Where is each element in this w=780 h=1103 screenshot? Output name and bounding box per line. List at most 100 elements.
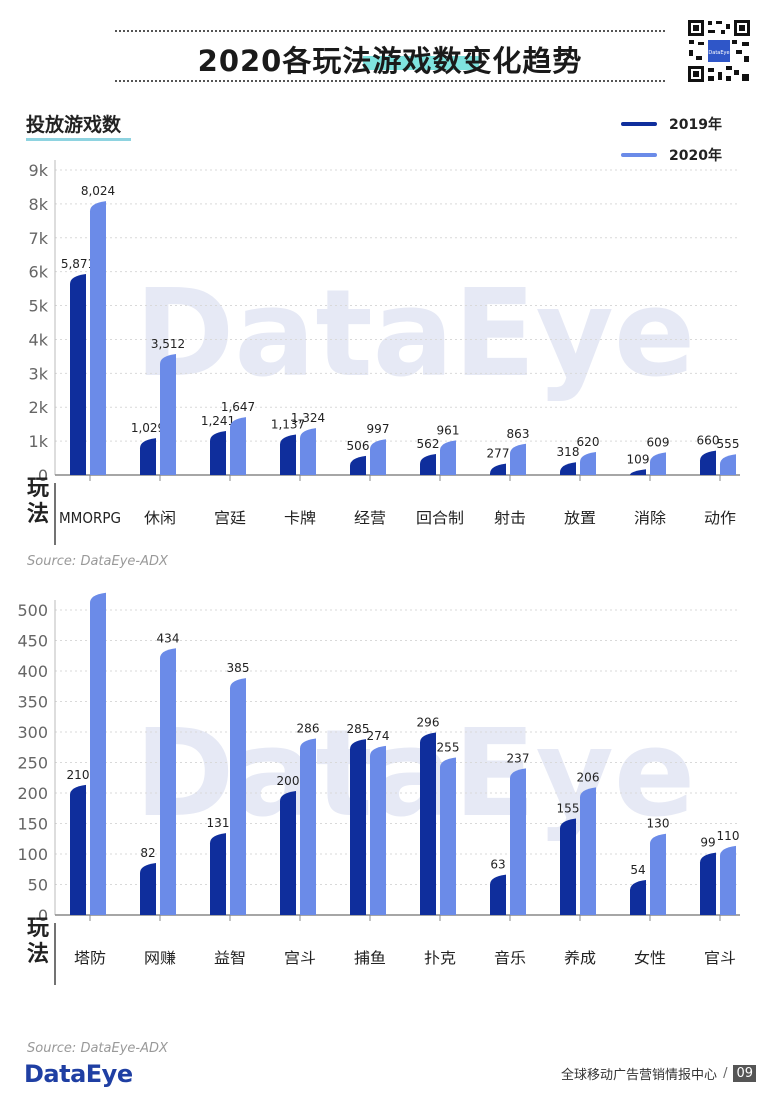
x-tick-label: MMORPG [59, 509, 121, 527]
x-axis-title: 玩法 [27, 916, 49, 967]
bar-2020 [90, 592, 106, 915]
svg-text:DataEye: DataEye [708, 50, 729, 56]
footer-center-name: 全球移动广告营销情报中心 [561, 1068, 718, 1083]
y-tick-label: 0 [38, 466, 48, 485]
title-block: 2020各玩法游戏数变化趋势 [115, 30, 665, 82]
x-tick-label: 养成 [564, 949, 596, 967]
page-title: 2020各玩法游戏数变化趋势 [197, 44, 583, 78]
bar-2020 [300, 428, 316, 475]
y-tick-label: 2k [29, 398, 49, 417]
y-tick-label: 1k [29, 432, 49, 451]
y-tick-label: 200 [17, 784, 48, 803]
y-tick-label: 150 [17, 815, 48, 834]
x-tick-label: 益智 [214, 949, 246, 967]
x-axis-title-char: 玩 [27, 916, 49, 941]
data-label: 1,647 [221, 400, 255, 414]
section-title-underline [26, 138, 131, 141]
bar-2020 [580, 451, 596, 475]
bar-2020 [230, 678, 246, 915]
x-tick-label: 休闲 [144, 509, 176, 527]
bar-2020 [510, 768, 526, 915]
y-tick-label: 100 [17, 845, 48, 864]
bar-2019 [210, 430, 226, 475]
bar-2020 [160, 648, 176, 915]
y-tick-label: 400 [17, 662, 48, 681]
data-label: 82 [140, 846, 155, 860]
data-label: 296 [417, 715, 440, 729]
data-label: 210 [67, 768, 90, 782]
data-label: 255 [437, 740, 460, 754]
y-tick-label: 6k [29, 263, 49, 282]
bar-2020 [650, 452, 666, 475]
x-axis-title-char: 玩 [27, 476, 49, 501]
y-tick-label: 500 [17, 601, 48, 620]
data-label: 54 [630, 863, 645, 877]
x-tick-label: 动作 [704, 509, 736, 527]
bar-2019 [350, 739, 366, 915]
x-tick-label: 回合制 [416, 509, 464, 527]
x-tick-label: 扑克 [424, 949, 456, 967]
data-label: 3,512 [151, 337, 185, 351]
legend-label-2019: 2019年 [669, 117, 722, 133]
y-tick-label: 300 [17, 723, 48, 742]
data-label: 506 [347, 439, 370, 453]
x-tick-label: 射击 [494, 509, 526, 527]
data-label: 555 [717, 437, 740, 451]
y-tick-label: 3k [29, 364, 49, 383]
legend-swatch-2019 [621, 122, 657, 126]
section-title: 投放游戏数 [26, 114, 122, 136]
x-tick-label: 经营 [354, 509, 386, 527]
bar-2020 [580, 787, 596, 915]
bar-2019 [70, 274, 86, 475]
data-label: 961 [437, 423, 460, 437]
x-tick-label: 女性 [634, 949, 666, 967]
data-label: 131 [207, 816, 230, 830]
y-tick-label: 250 [17, 754, 48, 773]
x-tick-label: 消除 [634, 509, 666, 527]
data-label: 1,137 [271, 417, 305, 431]
data-label: 5,871 [61, 257, 95, 271]
footer-meta: 全球移动广告营销情报中心 / 09 [561, 1064, 756, 1083]
y-tick-label: 9k [29, 161, 49, 180]
legend-swatch-2020 [621, 153, 657, 157]
bar-2020 [510, 443, 526, 475]
bar-2019 [70, 784, 86, 915]
data-label: 609 [647, 435, 670, 449]
chart-game-count-bottom: DataEye050100150200250300350400450500玩法塔… [17, 592, 740, 985]
bar-2019 [700, 450, 716, 475]
x-tick-label: 卡牌 [284, 509, 316, 527]
data-label: 277 [487, 447, 510, 461]
data-label: 285 [347, 722, 370, 736]
bar-2019 [490, 463, 506, 475]
y-tick-label: 7k [29, 229, 49, 248]
qr-code-icon: DataEye [686, 18, 752, 84]
data-label: 8,024 [81, 184, 115, 198]
bar-2019 [280, 434, 296, 475]
title-top-divider [115, 30, 665, 32]
title-highlight [363, 56, 479, 70]
x-tick-label: 音乐 [494, 949, 526, 967]
x-tick-label: 宫廷 [214, 509, 246, 527]
source-note-top: Source: DataEye-ADX [27, 554, 168, 569]
bar-2020 [440, 440, 456, 475]
bar-2019 [210, 833, 226, 915]
bar-2019 [350, 455, 366, 475]
data-label: 274 [367, 729, 390, 743]
x-axis-title-char: 法 [27, 942, 49, 967]
x-tick-label: 捕鱼 [354, 949, 386, 967]
legend-item-2020: 2020年 [621, 145, 722, 165]
legend-label-2020: 2020年 [669, 148, 722, 164]
bar-2020 [370, 439, 386, 475]
y-tick-label: 4k [29, 330, 49, 349]
bar-2019 [560, 818, 576, 915]
data-label: 562 [417, 437, 440, 451]
data-label: 200 [277, 774, 300, 788]
data-label: 1,241 [201, 414, 235, 428]
data-label: 385 [227, 661, 250, 675]
y-tick-label: 8k [29, 195, 49, 214]
bar-2020 [230, 417, 246, 475]
x-tick-label: 宫斗 [284, 949, 316, 967]
bar-2019 [140, 862, 156, 915]
data-label: 318 [557, 445, 580, 459]
chart-game-count-top: DataEye 0 1k 2k 3k 4k 5k 6k 7k 8k 9k 玩法 MMORPG 5,871 8… [27, 160, 740, 545]
